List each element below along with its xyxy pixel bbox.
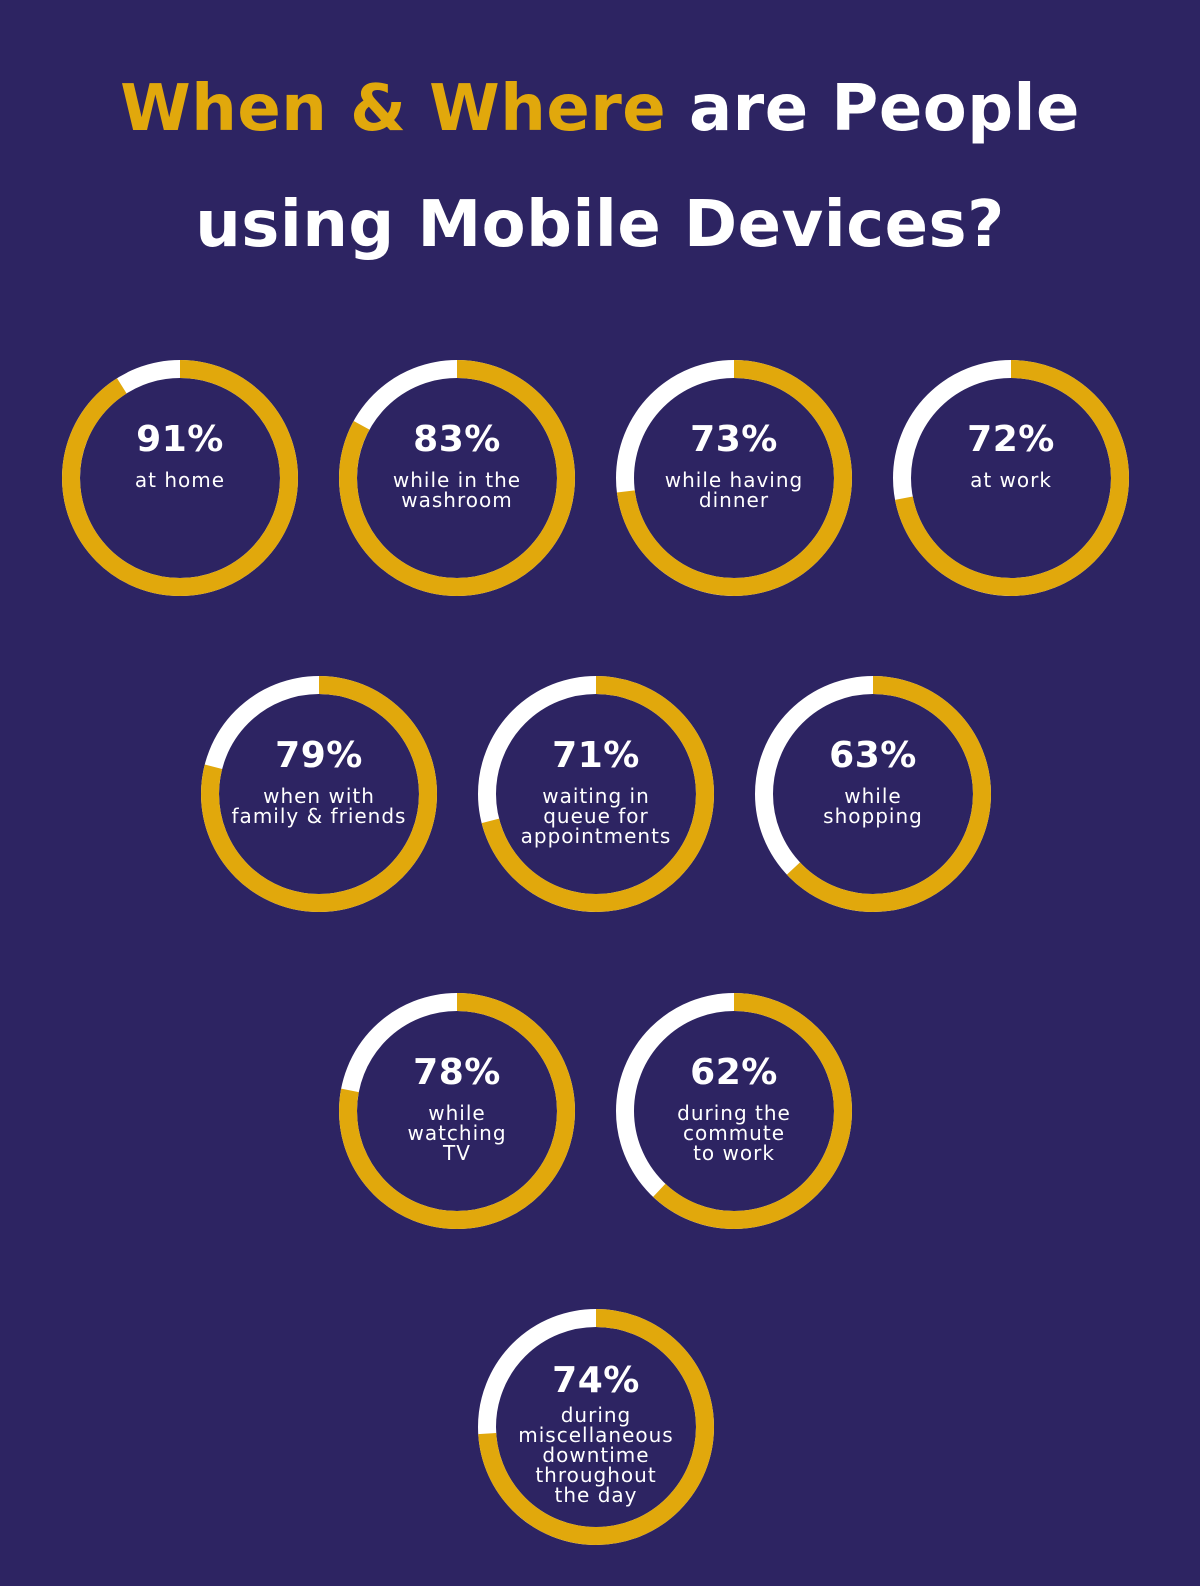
- donut-percent: 73%: [690, 419, 778, 460]
- donut-description: while watching TV: [407, 1101, 507, 1165]
- donut-ring: [62, 360, 298, 596]
- donut-label: 91% at home: [84, 419, 276, 492]
- donut-label: 79% when with family & friends: [223, 735, 415, 828]
- donut-percent: 72%: [967, 419, 1055, 460]
- donut-ring: [478, 676, 714, 912]
- chart-title-line-1: When & Where are People: [0, 72, 1200, 146]
- donut-percent: 63%: [829, 735, 917, 776]
- donut-shopping: 63% while shopping: [753, 674, 993, 914]
- donut-description: waiting in queue for appointments: [520, 784, 672, 848]
- donut-description: during miscellaneous downtime throughout…: [518, 1403, 674, 1507]
- donut-ring: [893, 360, 1129, 596]
- donut-description: at home: [134, 468, 226, 492]
- title-rest: are People: [666, 72, 1080, 146]
- donut-ring: [339, 360, 575, 596]
- donut-value-arc: [616, 360, 852, 596]
- donut-description: while in the washroom: [392, 468, 522, 512]
- donut-description: when with family & friends: [231, 784, 407, 828]
- donut-label: 63% while shopping: [777, 735, 969, 828]
- donut-percent: 71%: [552, 735, 640, 776]
- donut-family-friends: 79% when with family & friends: [199, 674, 439, 914]
- donut-label: 83% while in the washroom: [361, 419, 553, 512]
- donut-percent: 91%: [136, 419, 224, 460]
- donut-value-arc: [201, 676, 437, 912]
- donut-label: 73% while having dinner: [638, 419, 830, 512]
- donut-ring: [339, 993, 575, 1229]
- donut-value-arc: [339, 360, 575, 596]
- donut-description: while shopping: [823, 784, 923, 828]
- donut-ring: [755, 676, 991, 912]
- donut-ring: [201, 676, 437, 912]
- chart-title-line-2: using Mobile Devices?: [195, 188, 1005, 262]
- donut-queue: 71% waiting in queue for appointments: [476, 674, 716, 914]
- donut-at-home: 91% at home: [60, 358, 300, 598]
- donut-value-arc: [478, 676, 714, 912]
- donut-dinner: 73% while having dinner: [614, 358, 854, 598]
- donut-label: 71% waiting in queue for appointments: [500, 735, 692, 848]
- donut-percent: 79%: [275, 735, 363, 776]
- donut-label: 78% while watching TV: [361, 1052, 553, 1165]
- donut-commute: 62% during the commute to work: [614, 991, 854, 1231]
- donut-value-arc: [755, 676, 991, 912]
- donut-label: 74% during miscellaneous downtime throug…: [500, 1360, 692, 1507]
- donut-percent: 78%: [413, 1052, 501, 1093]
- donut-description: during the commute to work: [677, 1101, 791, 1165]
- donut-value-arc: [893, 360, 1129, 596]
- donut-washroom: 83% while in the washroom: [337, 358, 577, 598]
- title-accent: When & Where: [120, 72, 667, 146]
- donut-downtime: 74% during miscellaneous downtime throug…: [476, 1307, 716, 1547]
- donut-description: while having dinner: [664, 468, 804, 512]
- donut-value-arc: [616, 993, 852, 1229]
- donut-label: 62% during the commute to work: [638, 1052, 830, 1165]
- donut-ring: [616, 360, 852, 596]
- donut-ring: [478, 1309, 714, 1545]
- donut-percent: 83%: [413, 419, 501, 460]
- donut-value-arc: [62, 360, 298, 596]
- donut-label: 72% at work: [915, 419, 1107, 492]
- donut-value-arc: [339, 993, 575, 1229]
- donut-description: at work: [970, 468, 1052, 492]
- donut-tv: 78% while watching TV: [337, 991, 577, 1231]
- donut-percent: 62%: [690, 1052, 778, 1093]
- donut-ring: [616, 993, 852, 1229]
- donut-value-arc: [478, 1309, 714, 1545]
- donut-percent: 74%: [552, 1360, 640, 1401]
- donut-at-work: 72% at work: [891, 358, 1131, 598]
